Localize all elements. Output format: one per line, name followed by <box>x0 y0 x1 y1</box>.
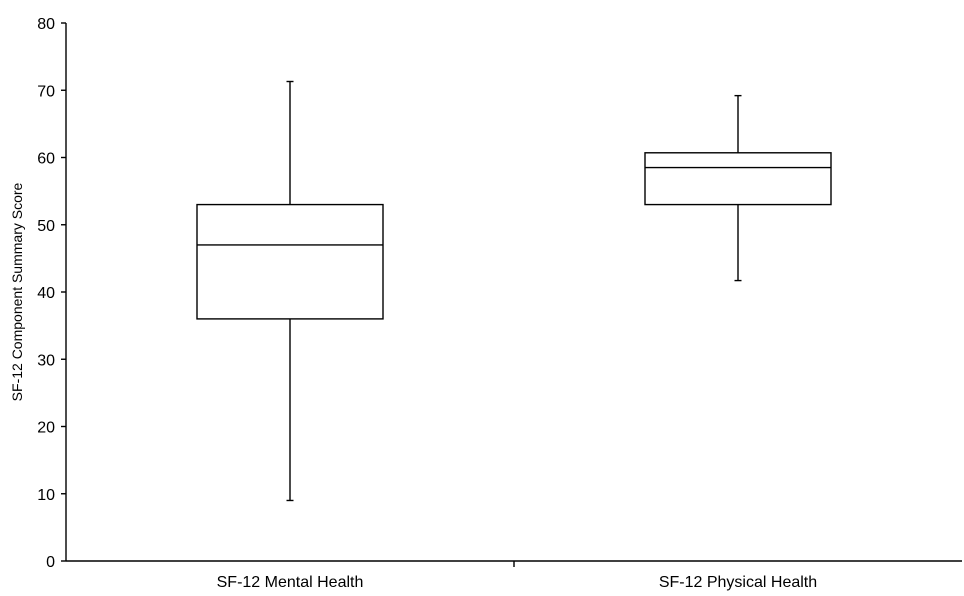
box-iqr <box>644 152 832 206</box>
y-tick-label: 0 <box>46 554 55 571</box>
y-tick-label: 10 <box>37 487 55 504</box>
y-axis-title: SF-12 Component Summary Score <box>9 182 25 401</box>
y-tick-label: 70 <box>37 83 55 100</box>
box-iqr <box>196 203 384 320</box>
y-tick-label: 60 <box>37 151 55 168</box>
y-tick-label: 40 <box>37 285 55 302</box>
x-category-label: SF-12 Physical Health <box>659 574 817 591</box>
y-tick-label: 30 <box>37 352 55 369</box>
y-tick-label: 50 <box>37 218 55 235</box>
y-tick-label: 20 <box>37 420 55 437</box>
x-category-label: SF-12 Mental Health <box>217 574 364 591</box>
y-tick-label: 80 <box>37 16 55 33</box>
